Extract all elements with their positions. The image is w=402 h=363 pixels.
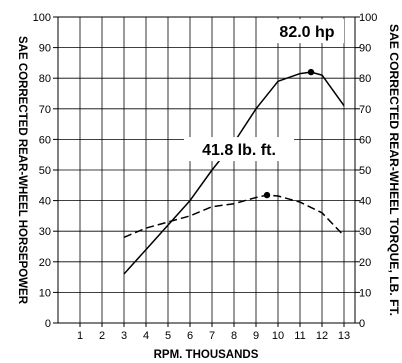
y-tick-label-right: 0 <box>359 318 365 330</box>
y-tick-label-right: 30 <box>359 226 371 238</box>
x-tick-label: 2 <box>99 330 105 342</box>
y-tick-label-right: 40 <box>359 196 371 208</box>
y-axis-title-left: SAE CORRECTED REAR-WHEEL HORSEPOWER <box>16 36 28 305</box>
y-tick-labels-right: 0 10 20 30 40 50 60 70 80 90 100 <box>355 12 377 330</box>
x-tick-label: 1 <box>77 330 83 342</box>
x-tick-label: 7 <box>209 330 215 342</box>
x-tick-labels: 1 2 3 4 5 6 7 8 9 10 11 12 13 <box>77 323 350 342</box>
grid-lines <box>58 17 355 323</box>
x-tick-label: 10 <box>272 330 284 342</box>
y-tick-label-right: 70 <box>359 104 371 116</box>
x-tick-label: 5 <box>165 330 171 342</box>
torque-line <box>123 194 345 238</box>
y-tick-label-left: 50 <box>39 165 51 177</box>
y-tick-labels-left: 0 10 20 30 40 50 60 70 80 90 100 <box>33 12 58 330</box>
y-tick-label-right: 80 <box>359 73 371 85</box>
y-tick-label-left: 30 <box>39 226 51 238</box>
y-tick-label-left: 80 <box>39 73 51 85</box>
annotations: 82.0 hp 41.8 lb. ft. <box>184 19 344 199</box>
torque-peak-label: 41.8 lb. ft. <box>202 142 276 159</box>
y-tick-label-right: 60 <box>359 134 371 146</box>
y-tick-label-left: 0 <box>45 318 51 330</box>
hp-peak-label-bg <box>270 19 344 44</box>
x-tick-label: 12 <box>316 330 328 342</box>
x-tick-label: 6 <box>187 330 193 342</box>
y-tick-label-left: 60 <box>39 134 51 146</box>
x-tick-label: 3 <box>121 330 127 342</box>
x-tick-label: 4 <box>143 330 149 342</box>
hp-peak-point <box>307 68 315 76</box>
y-tick-label-left: 10 <box>39 287 51 299</box>
torque-peak-label-bg <box>184 137 294 162</box>
y-tick-label-left: 20 <box>39 257 51 269</box>
x-tick-label: 13 <box>338 330 350 342</box>
x-axis-title: RPM. THOUSANDS <box>154 349 259 361</box>
x-tick-label: 8 <box>231 330 237 342</box>
hp-peak-label: 82.0 hp <box>279 24 334 41</box>
y-tick-label-right: 100 <box>359 12 377 24</box>
y-tick-label-right: 20 <box>359 257 371 269</box>
y-tick-label-left: 70 <box>39 104 51 116</box>
y-tick-label-left: 100 <box>33 12 51 24</box>
y-tick-label-left: 90 <box>39 43 51 55</box>
y-tick-label-right: 50 <box>359 165 371 177</box>
x-tick-label: 11 <box>294 330 305 342</box>
y-axis-title-right: SAE CORRECTED REAR-WHEEL TORQUE, LB. FT. <box>387 24 399 316</box>
y-tick-label-left: 40 <box>39 196 51 208</box>
y-tick-label-right: 10 <box>359 287 371 299</box>
torque-peak-point <box>263 191 271 199</box>
x-tick-label: 9 <box>253 330 259 342</box>
y-tick-label-right: 90 <box>359 43 371 55</box>
